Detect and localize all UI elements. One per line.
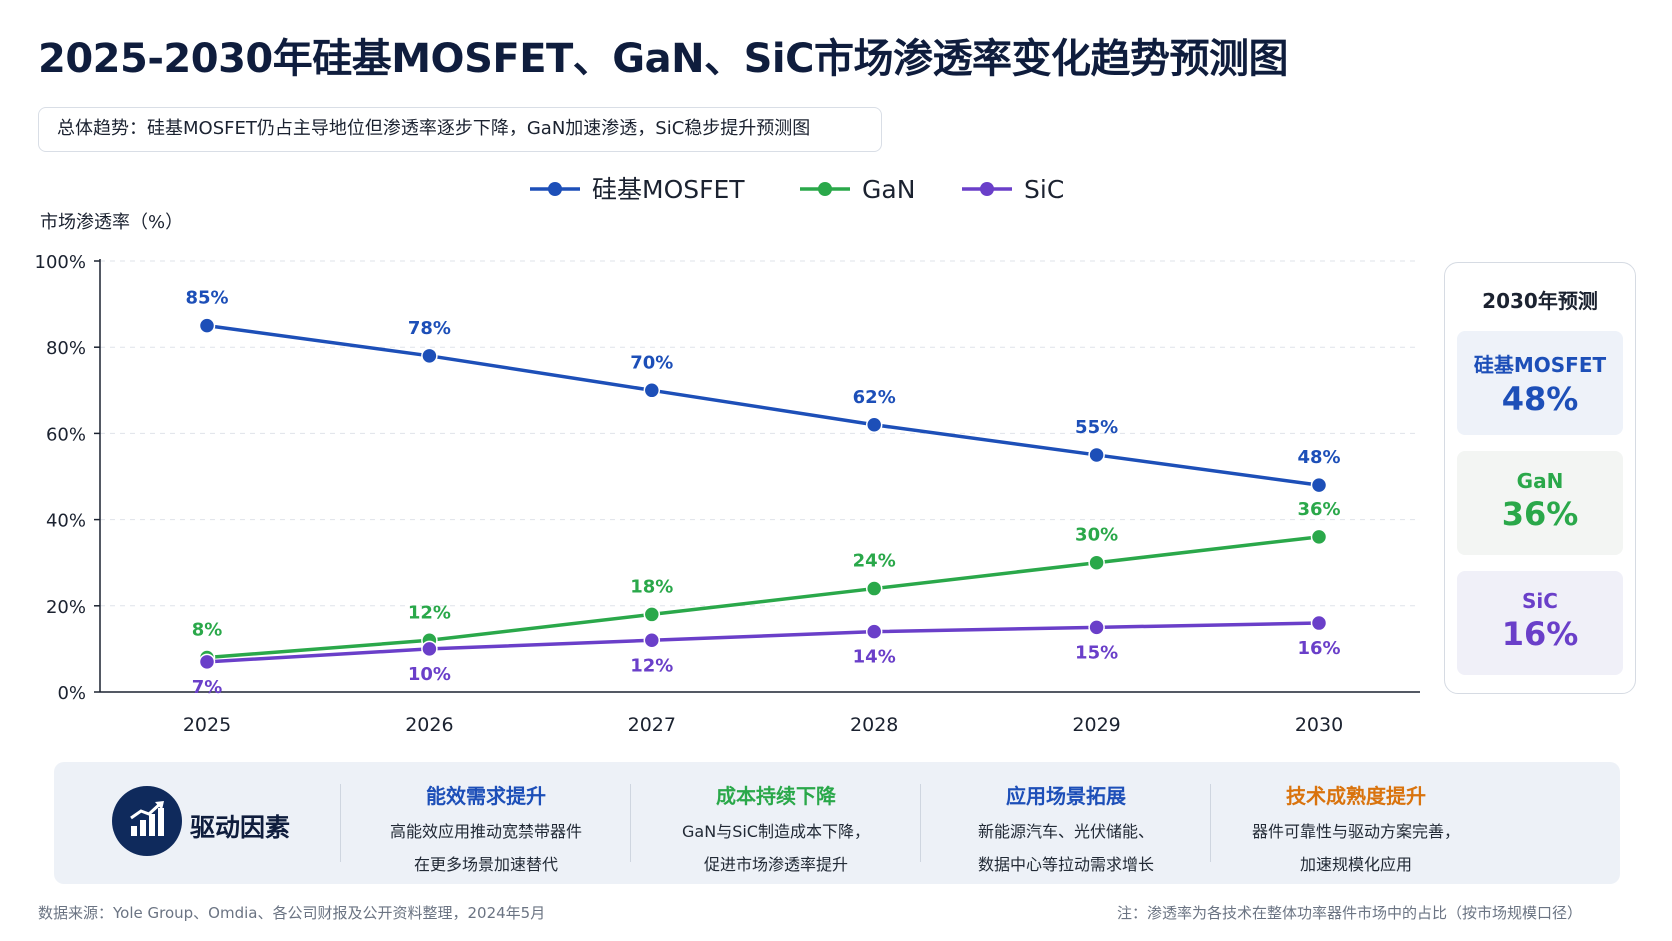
legend-label-gan: GaN <box>862 175 915 204</box>
page-title: 2025-2030年硅基MOSFET、GaN、SiC市场渗透率变化趋势预测图 <box>38 36 1288 82</box>
prediction-gan-name: GaN <box>1516 469 1564 493</box>
series-line-gan <box>206 535 1320 660</box>
data-label-sic: 12% <box>630 655 673 676</box>
driver-maturity-title: 技术成熟度提升 <box>1286 784 1426 808</box>
driver-applications-line: 数据中心等拉动需求增长 <box>977 855 1154 874</box>
driver-maturity-line: 器件可靠性与驱动方案完善， <box>1251 822 1460 841</box>
driver-cost: 成本持续下降 GaN与SiC制造成本下降， 促进市场渗透率提升 <box>632 780 920 875</box>
drivers-divider <box>920 784 921 862</box>
data-label-gan: 36% <box>1297 499 1340 520</box>
data-label-gan: 18% <box>630 576 673 597</box>
data-point-sic <box>198 653 216 671</box>
driver-efficiency-line: 在更多场景加速替代 <box>413 855 558 874</box>
legend-marker-mosfet <box>548 182 562 196</box>
data-label-mosfet: 62% <box>853 387 896 408</box>
driver-maturity-line: 加速规模化应用 <box>1299 855 1412 874</box>
summary-box: 总体趋势：硅基MOSFET仍占主导地位但渗透率逐步下降，GaN加速渗透，SiC稳… <box>38 107 882 152</box>
driver-efficiency-line: 高能效应用推动宽禁带器件 <box>389 822 582 841</box>
drivers-divider <box>630 784 631 862</box>
data-point-mosfet <box>1088 446 1105 464</box>
data-point-sic <box>865 623 883 640</box>
y-tick-label: 20% <box>46 597 86 618</box>
data-label-gan: 30% <box>1075 525 1118 546</box>
data-label-sic: 16% <box>1297 638 1340 659</box>
data-point-mosfet <box>643 382 661 399</box>
data-point-gan <box>1310 528 1328 546</box>
data-point-mosfet <box>865 416 883 434</box>
prediction-mosfet-name: 硅基MOSFET <box>1473 353 1607 377</box>
data-label-mosfet: 55% <box>1075 417 1118 438</box>
x-tick-label: 2025 <box>183 714 231 736</box>
driver-applications-line: 新能源汽车、光伏储能、 <box>977 822 1154 841</box>
drivers-divider <box>1210 784 1211 862</box>
prediction-sic-value: 16% <box>1501 615 1579 653</box>
footnote: 注：渗透率为各技术在整体功率器件市场中的占比（按市场规模口径） <box>1116 904 1582 922</box>
data-label-mosfet: 48% <box>1297 447 1340 468</box>
legend-label-sic: SiC <box>1024 175 1064 204</box>
y-tick-label: 100% <box>35 252 86 273</box>
prediction-gan: GaN 36% <box>1457 451 1623 555</box>
data-point-mosfet <box>198 317 216 334</box>
data-label-mosfet: 70% <box>630 352 673 373</box>
x-tick-label: 2026 <box>405 714 453 736</box>
data-label-gan: 24% <box>853 551 896 572</box>
series-line-sic <box>206 621 1320 664</box>
data-label-gan: 12% <box>408 602 451 623</box>
legend-marker-gan <box>818 182 832 196</box>
x-tick-label: 2027 <box>628 714 676 736</box>
prediction-title: 2030年预测 <box>1482 289 1598 313</box>
line-chart: 市场渗透率（%） 0% 20% 40% 60% 80% 100% 2025 2026 2027 20… <box>35 175 1420 736</box>
data-point-sic <box>421 640 438 658</box>
data-point-mosfet <box>1310 476 1328 494</box>
data-point-sic <box>1088 619 1105 636</box>
series-line-mosfet <box>206 323 1320 487</box>
data-point-gan <box>865 580 883 597</box>
y-tick-label: 40% <box>46 511 86 532</box>
drivers-panel: 驱动因素 能效需求提升 高能效应用推动宽禁带器件 在更多场景加速替代 成本持续下… <box>54 762 1620 884</box>
prediction-mosfet-value: 48% <box>1501 380 1579 418</box>
prediction-sic: SiC 16% <box>1457 571 1623 675</box>
driver-cost-title: 成本持续下降 <box>716 784 836 808</box>
data-point-gan <box>643 606 661 623</box>
data-source: 数据来源：Yole Group、Omdia、各公司财报及公开资料整理，2024年… <box>38 904 546 922</box>
legend-marker-sic <box>980 182 994 196</box>
y-axis-title: 市场渗透率（%） <box>40 212 183 233</box>
driver-cost-line: 促进市场渗透率提升 <box>703 855 848 874</box>
driver-applications-title: 应用场景拓展 <box>1006 784 1126 808</box>
driver-efficiency: 能效需求提升 高能效应用推动宽禁带器件 在更多场景加速替代 <box>342 780 630 875</box>
data-label-sic: 10% <box>408 664 451 685</box>
x-tick-label: 2030 <box>1295 714 1343 736</box>
data-point-gan <box>1088 554 1105 571</box>
prediction-sic-name: SiC <box>1522 589 1558 613</box>
data-point-mosfet <box>421 347 438 365</box>
prediction-gan-value: 36% <box>1501 495 1579 533</box>
data-point-sic <box>1310 614 1328 632</box>
data-label-sic: 15% <box>1075 642 1118 663</box>
data-label-sic: 14% <box>853 647 896 668</box>
data-point-sic <box>643 632 661 649</box>
driver-maturity: 技术成熟度提升 器件可靠性与驱动方案完善， 加速规模化应用 <box>1212 780 1500 875</box>
x-tick-label: 2029 <box>1072 714 1120 736</box>
driver-efficiency-title: 能效需求提升 <box>426 784 546 808</box>
bar-chart-up-icon <box>112 786 182 856</box>
data-label-sic: 7% <box>192 677 223 698</box>
prediction-mosfet: 硅基MOSFET 48% <box>1457 331 1623 435</box>
prediction-card: 2030年预测 硅基MOSFET 48% GaN 36% SiC 16% <box>1444 262 1636 694</box>
y-tick-label: 60% <box>46 424 86 445</box>
y-tick-label: 0% <box>57 683 86 704</box>
driver-applications: 应用场景拓展 新能源汽车、光伏储能、 数据中心等拉动需求增长 <box>922 780 1210 875</box>
y-tick-label: 80% <box>46 338 86 359</box>
data-label-mosfet: 85% <box>185 288 228 309</box>
x-tick-label: 2028 <box>850 714 898 736</box>
data-label-mosfet: 78% <box>408 318 451 339</box>
drivers-label: 驱动因素 <box>190 813 291 842</box>
legend-label-mosfet: 硅基MOSFET <box>592 175 745 204</box>
drivers-divider <box>340 784 341 862</box>
driver-cost-line: GaN与SiC制造成本下降， <box>682 822 870 841</box>
data-label-gan: 8% <box>192 620 223 641</box>
